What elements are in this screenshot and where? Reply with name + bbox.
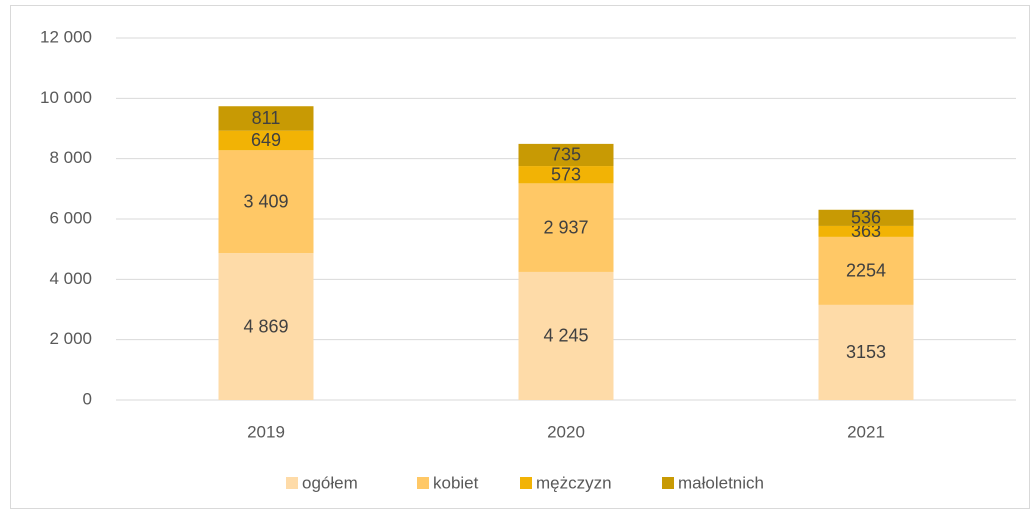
data-label: 811 <box>252 108 281 128</box>
x-tick-label: 2021 <box>847 422 885 441</box>
bar-segment <box>818 209 914 226</box>
bar-segment <box>518 143 614 167</box>
bar-segment <box>818 304 914 400</box>
data-label: 2254 <box>846 261 886 281</box>
legend-swatch <box>662 477 674 489</box>
legend-label: ogółem <box>302 473 358 492</box>
bar-segment <box>818 236 914 305</box>
y-tick-label: 4 000 <box>49 269 92 288</box>
data-label: 649 <box>251 130 281 150</box>
bar-segment <box>518 166 614 184</box>
bar-segment <box>818 225 914 237</box>
data-label: 3 409 <box>243 191 288 211</box>
y-tick-label: 8 000 <box>49 148 92 167</box>
legend-label: małoletnich <box>678 473 764 492</box>
y-tick-label: 0 <box>83 389 92 408</box>
bar-segment <box>218 150 314 254</box>
data-label: 3153 <box>846 342 886 362</box>
y-tick-label: 10 000 <box>40 88 92 107</box>
data-label: 536 <box>851 208 881 228</box>
legend-swatch <box>520 477 532 489</box>
y-tick-label: 6 000 <box>49 208 92 227</box>
bar-segment <box>518 271 614 400</box>
legend-swatch <box>417 477 429 489</box>
bar-segment <box>518 183 614 272</box>
x-tick-label: 2019 <box>247 422 285 441</box>
bar-segment <box>218 106 314 131</box>
legend-label: mężczyzn <box>536 473 612 492</box>
data-label: 2 937 <box>543 217 588 237</box>
legend-label: kobiet <box>433 473 479 492</box>
bar-segment <box>218 130 314 151</box>
data-label: 4 869 <box>243 316 288 336</box>
x-tick-label: 2020 <box>547 422 585 441</box>
bar-segment <box>218 253 314 400</box>
data-label: 735 <box>551 145 581 165</box>
y-tick-label: 2 000 <box>49 329 92 348</box>
data-label: 363 <box>851 221 881 241</box>
legend-swatch <box>286 477 298 489</box>
data-label: 4 245 <box>543 326 588 346</box>
y-tick-label: 12 000 <box>40 27 92 46</box>
data-label: 573 <box>551 164 581 184</box>
